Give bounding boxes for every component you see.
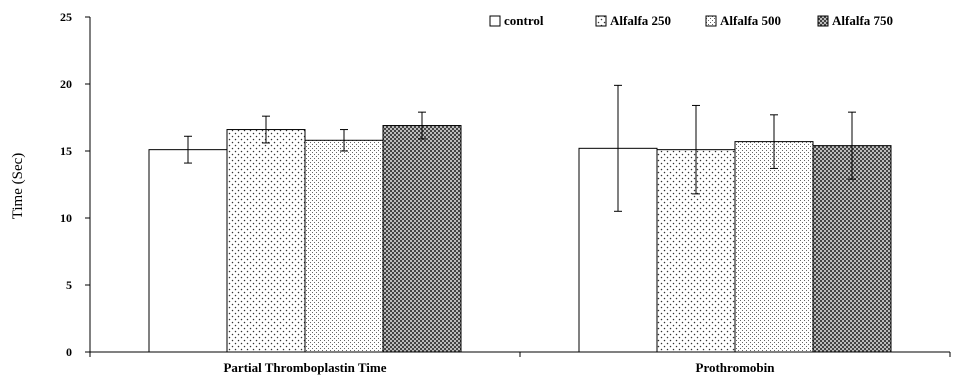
y-ticks: 0 5 10 15 20 25 (60, 10, 90, 359)
legend-swatch (817, 15, 829, 27)
y-tick-label: 5 (66, 278, 72, 292)
x-ticks (89, 352, 951, 357)
y-axis-title: Time (Sec) (10, 153, 26, 220)
legend-swatch (705, 15, 717, 27)
bar-control-0 (148, 149, 228, 353)
bar-alfalfa-750-1 (812, 145, 892, 353)
bars (148, 125, 892, 353)
y-tick-label: 0 (66, 345, 72, 359)
y-tick-label: 20 (60, 77, 72, 91)
legend: control Alfalfa 250 Alfalfa 500 Alfalfa 750 (489, 13, 893, 28)
category-labels: Partial Thromboplastin Time Prothromobin (223, 360, 775, 375)
y-tick-label: 10 (60, 211, 72, 225)
legend-label: Alfalfa 500 (720, 13, 781, 28)
bar-alfalfa-500-1 (734, 141, 814, 353)
legend-label: control (504, 13, 544, 28)
legend-swatch (595, 15, 607, 27)
category-label: Partial Thromboplastin Time (223, 360, 386, 375)
bar-alfalfa-500-0 (304, 139, 384, 353)
y-tick-label: 25 (60, 10, 72, 24)
legend-label: Alfalfa 250 (610, 13, 671, 28)
legend-label: Alfalfa 750 (832, 13, 893, 28)
y-tick-label: 15 (60, 144, 72, 158)
bar-alfalfa-250-0 (226, 129, 306, 353)
legend-swatch (489, 15, 501, 27)
bar-alfalfa-750-0 (382, 125, 462, 353)
category-label: Prothromobin (696, 360, 776, 375)
error-bars (184, 84, 856, 212)
